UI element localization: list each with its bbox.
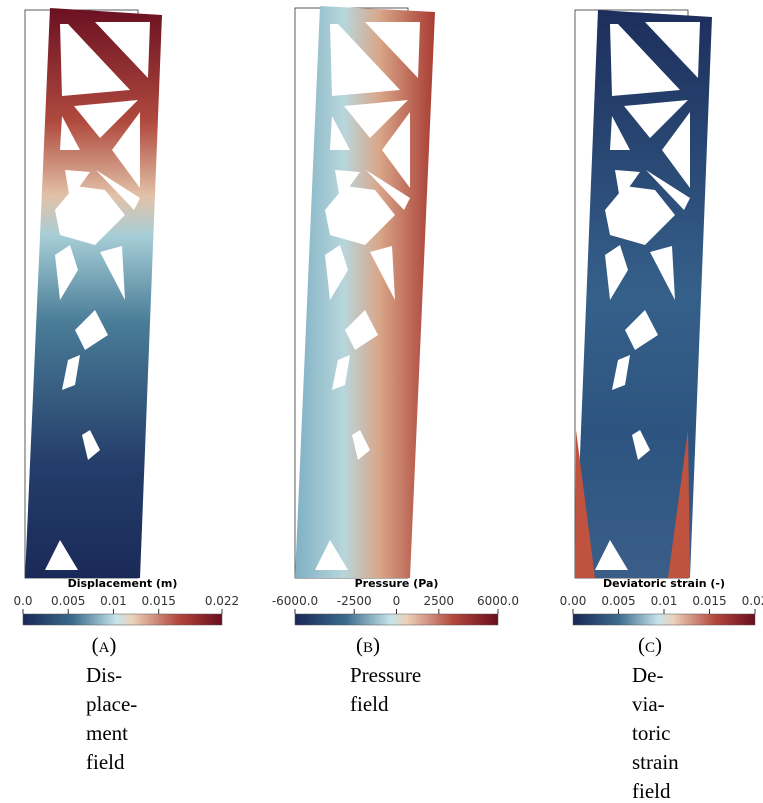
caption-line: field — [350, 692, 389, 716]
colorbar-tick-label: 6000.0 — [477, 594, 519, 608]
colorbar-tick-label: 0.01 — [651, 594, 678, 608]
caption-line: field — [632, 779, 671, 803]
colorbar-tick-label: 0 — [393, 594, 401, 608]
colorbar-tick-label: 2500 — [424, 594, 455, 608]
colorbar-tick-label: 0.0 — [13, 594, 32, 608]
colorbar — [573, 614, 755, 625]
panel-label: (b) — [356, 633, 380, 657]
colorbar-tick-label: 0.01 — [100, 594, 127, 608]
colorbar-title: Pressure (Pa) — [355, 577, 439, 590]
caption-line: place- — [86, 692, 137, 716]
panel-label: (c) — [638, 633, 662, 657]
strain-plot — [575, 10, 712, 578]
caption-line: toric — [632, 721, 670, 745]
colorbar-tick-label: -6000.0 — [272, 594, 318, 608]
caption-line: Dis- — [86, 663, 122, 687]
caption-line: field — [86, 750, 125, 774]
caption-line: Pressure — [350, 663, 421, 687]
colorbar-tick-label: 0.02 — [742, 594, 763, 608]
colorbar-title: Deviatoric strain (-) — [603, 577, 725, 590]
colorbar — [23, 614, 222, 625]
panel-label: (a) — [92, 633, 117, 657]
caption-line: strain — [632, 750, 679, 774]
colorbar-tick-label: 0.00 — [560, 594, 587, 608]
caption-line: via- — [632, 692, 665, 716]
pressure-plot — [295, 6, 435, 578]
colorbar-tick-label: 0.005 — [601, 594, 635, 608]
displacement-plot — [25, 8, 162, 578]
figure: Displacement (m) 0.0 0.005 0.01 0.015 0.022 (a… — [0, 0, 763, 803]
colorbar-tick-label: 0.015 — [692, 594, 726, 608]
colorbar-tick-label: -2500 — [337, 594, 372, 608]
caption-line: ment — [86, 721, 128, 745]
caption-line: De- — [632, 663, 663, 687]
colorbar-tick-label: 0.022 — [205, 594, 239, 608]
colorbar — [295, 614, 498, 625]
colorbar-tick-label: 0.005 — [51, 594, 85, 608]
colorbar-tick-label: 0.015 — [142, 594, 176, 608]
colorbar-title: Displacement (m) — [68, 577, 178, 590]
